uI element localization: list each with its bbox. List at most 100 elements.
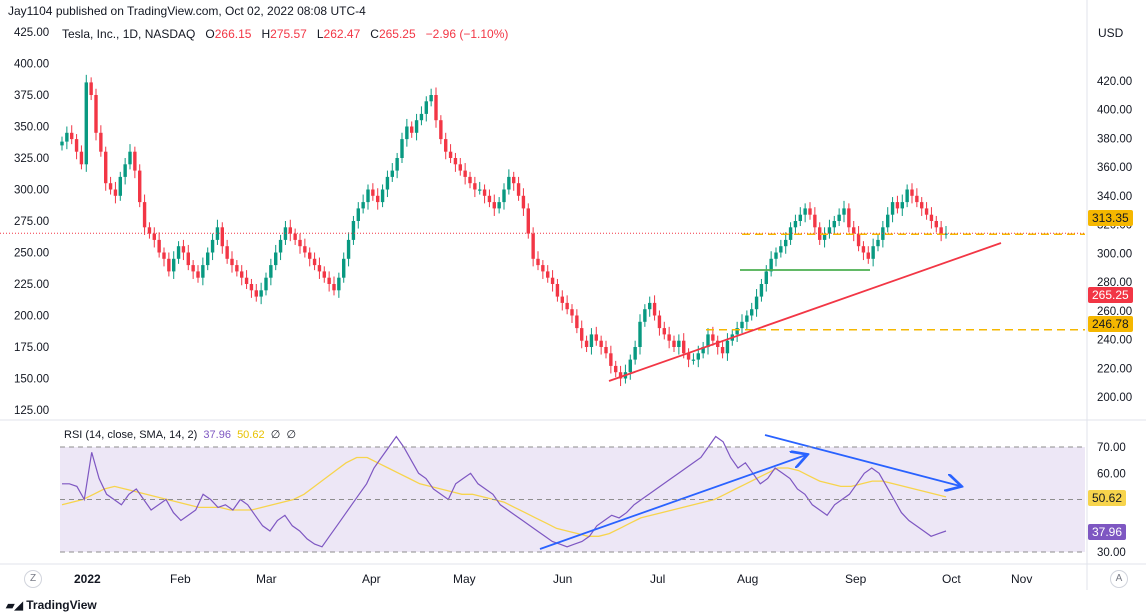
- candle-body: [351, 221, 356, 240]
- x-axis-tick: Nov: [1011, 572, 1032, 586]
- high-label: H: [261, 27, 271, 41]
- candle-body: [133, 151, 137, 171]
- candle-body: [322, 271, 326, 278]
- candle-body: [604, 347, 608, 354]
- candle-body: [657, 315, 662, 329]
- candle-body: [249, 284, 254, 291]
- candle-body: [317, 265, 322, 272]
- candle-body: [720, 347, 725, 354]
- candle-body: [759, 284, 764, 297]
- candle-body: [944, 233, 948, 235]
- left-axis-tick: 250.00: [14, 248, 49, 260]
- candle-body: [516, 183, 521, 196]
- candle-body: [70, 132, 74, 140]
- candle-body: [827, 227, 832, 234]
- candle-body: [546, 271, 550, 278]
- candle-body: [618, 372, 623, 379]
- candle-body: [419, 113, 424, 121]
- candle-body: [458, 164, 462, 171]
- candle-body: [900, 202, 904, 209]
- candle-body: [876, 239, 880, 247]
- candle-body: [750, 309, 754, 316]
- candle-body: [235, 265, 239, 272]
- rsi-value: 37.96: [203, 429, 231, 441]
- candle-body: [473, 183, 477, 190]
- candle-body: [895, 202, 900, 209]
- candle-body: [915, 195, 919, 203]
- support-price-tag: 246.78: [1088, 316, 1133, 332]
- candle-body: [298, 239, 302, 247]
- candle-body: [463, 170, 467, 177]
- candle-body: [346, 239, 351, 259]
- left-axis-tick: 325.00: [14, 153, 49, 165]
- rsi-line: [62, 435, 947, 548]
- candle-body: [157, 239, 161, 253]
- candle-body: [142, 202, 147, 228]
- uptrend-line[interactable]: [608, 242, 1002, 382]
- candle-body: [366, 189, 370, 203]
- rsi-title: RSI (14, close, SMA, 14, 2): [64, 429, 198, 441]
- candle-body: [74, 139, 79, 152]
- last-price-tag: 265.25: [1088, 287, 1133, 303]
- candle-body: [905, 189, 909, 203]
- candle-body: [648, 302, 652, 310]
- candle-body: [152, 233, 156, 240]
- candle-body: [706, 334, 710, 347]
- rsi-divergence-arrow-down[interactable]: [764, 434, 960, 486]
- candle-body: [497, 202, 501, 209]
- rsi-divergence-arrow-up[interactable]: [539, 455, 806, 550]
- left-axis-tick: 200.00: [14, 311, 49, 323]
- candle-body: [371, 189, 375, 196]
- candle-body: [584, 340, 589, 347]
- candle-body: [614, 365, 618, 373]
- candle-body: [225, 246, 229, 259]
- ohlc-legend: Tesla, Inc., 1D, NASDAQ O266.15 H275.57 …: [62, 27, 508, 41]
- candle-body: [434, 95, 438, 121]
- candle-body: [822, 233, 827, 240]
- right-axis-tick: 280.00: [1097, 277, 1132, 289]
- high-value: 275.57: [270, 27, 307, 41]
- hidden-icon-2[interactable]: ∅: [286, 429, 297, 441]
- right-axis-tick: 220.00: [1097, 363, 1132, 375]
- candle-body: [308, 252, 312, 259]
- candle-body: [565, 302, 569, 310]
- candle-body: [468, 176, 472, 184]
- auto-scale-button[interactable]: A: [1110, 570, 1128, 588]
- candle-body: [380, 189, 385, 203]
- candle-body: [482, 189, 487, 196]
- x-axis-tick: May: [453, 572, 476, 586]
- candle-body: [599, 340, 603, 347]
- candle-body: [716, 340, 720, 347]
- x-axis-tick: Feb: [170, 572, 191, 586]
- right-axis-tick: 240.00: [1097, 335, 1132, 347]
- candle-body: [701, 347, 705, 354]
- candle-body: [939, 227, 943, 234]
- rsi-axis-tick: 30.00: [1097, 547, 1126, 559]
- candle-body: [453, 158, 458, 165]
- hidden-icon[interactable]: ∅: [270, 429, 281, 441]
- candle-body: [808, 208, 812, 215]
- candle-body: [555, 284, 560, 297]
- candle-body: [502, 189, 506, 203]
- candle-body: [429, 95, 433, 102]
- candle-body: [269, 265, 273, 278]
- candle-body: [264, 277, 268, 291]
- candle-body: [405, 126, 409, 140]
- right-axis-tick: 360.00: [1097, 162, 1132, 174]
- left-axis-tick: 300.00: [14, 185, 49, 197]
- candle-body: [424, 101, 428, 114]
- candle-body: [580, 328, 584, 341]
- zoom-button[interactable]: Z: [24, 570, 42, 588]
- candle-body: [448, 151, 453, 158]
- candle-body: [531, 233, 535, 259]
- candle-body: [201, 265, 205, 278]
- right-axis-tick: 400.00: [1097, 105, 1132, 117]
- candle-body: [832, 221, 836, 228]
- candle-body: [385, 176, 390, 190]
- rsi-sma-value: 50.62: [237, 429, 265, 441]
- candle-body: [609, 353, 613, 366]
- candle-body: [847, 208, 851, 228]
- rsi-value-tag: 37.96: [1088, 524, 1127, 540]
- resistance-price-tag: 313.35: [1088, 210, 1133, 226]
